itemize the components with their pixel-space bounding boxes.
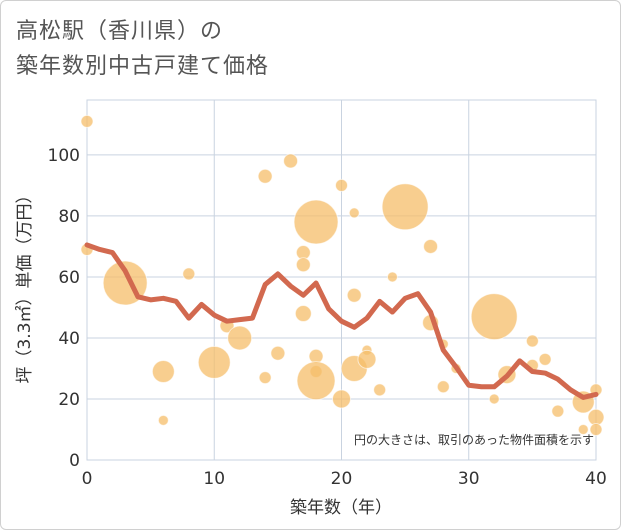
bubble-point bbox=[488, 393, 500, 405]
bubble-point bbox=[346, 287, 362, 303]
bubble-point bbox=[589, 422, 603, 436]
bubble-point bbox=[296, 361, 336, 401]
size-note: 円の大きさは、取引のあった物件面積を示す bbox=[354, 432, 594, 447]
y-tick-label: 20 bbox=[58, 390, 80, 410]
bubble-point bbox=[386, 271, 398, 283]
bubble-point bbox=[335, 178, 348, 192]
bubble-point bbox=[270, 345, 286, 361]
grid bbox=[86, 99, 597, 461]
bubble-point bbox=[295, 257, 311, 273]
bubble-point bbox=[538, 352, 552, 366]
y-tick-label: 0 bbox=[69, 451, 80, 471]
x-tick-label: 40 bbox=[585, 469, 607, 489]
bubble-point bbox=[551, 404, 565, 418]
bubble-point bbox=[470, 293, 518, 341]
bubble-point bbox=[348, 207, 360, 219]
bubble-point bbox=[525, 334, 539, 348]
plot-border bbox=[86, 99, 597, 461]
bubble-point bbox=[151, 360, 175, 384]
x-tick-label: 30 bbox=[458, 469, 480, 489]
bubble-point bbox=[197, 345, 231, 379]
bubble-point bbox=[436, 380, 450, 394]
y-tick-label: 60 bbox=[58, 268, 80, 288]
bubble-point bbox=[293, 199, 339, 245]
bubble-point bbox=[80, 114, 94, 128]
trend-line-group bbox=[84, 242, 599, 400]
x-tick-label: 0 bbox=[82, 469, 93, 489]
y-tick-label: 80 bbox=[58, 207, 80, 227]
bubble-point bbox=[227, 325, 253, 351]
y-axis-label: 坪（3.3㎡）単価（万円） bbox=[15, 186, 35, 383]
bubbles bbox=[80, 114, 605, 436]
ticks: 0 10 20 30 40 0 20 40 60 80 100 bbox=[48, 146, 607, 489]
bubble-point bbox=[357, 349, 377, 369]
bubble-point bbox=[381, 183, 429, 231]
title-line-1: 高松駅（香川県）の bbox=[16, 19, 224, 44]
bubble-point bbox=[373, 383, 387, 397]
bubble-point bbox=[258, 371, 272, 385]
bubble-point bbox=[577, 423, 589, 435]
bubble-point bbox=[294, 305, 312, 323]
y-tick-label: 40 bbox=[58, 329, 80, 349]
title-line-2: 築年数別中古戸建て価格 bbox=[16, 54, 270, 79]
bubble-point bbox=[308, 348, 324, 364]
bubble-point bbox=[423, 238, 439, 254]
trend-line bbox=[84, 242, 599, 400]
bubble-point bbox=[332, 389, 351, 409]
bubble-point bbox=[157, 414, 169, 426]
x-tick-label: 20 bbox=[331, 469, 353, 489]
bubble-point bbox=[257, 168, 273, 184]
bubble-point bbox=[182, 267, 196, 281]
y-tick-label: 100 bbox=[48, 146, 80, 166]
bubble-point bbox=[587, 408, 605, 426]
x-tick-label: 10 bbox=[203, 469, 225, 489]
x-axis-label: 築年数（年） bbox=[290, 498, 392, 518]
chart-title: 高松駅（香川県）の 築年数別中古戸建て価格 bbox=[16, 14, 269, 84]
bubble-point bbox=[283, 153, 299, 169]
